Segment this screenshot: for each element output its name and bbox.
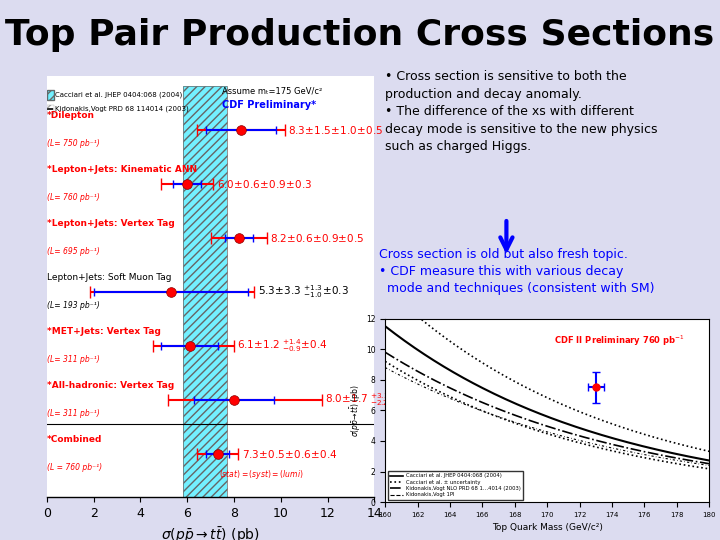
Bar (183, 86, 227, 497)
Text: $(stat) = (syst) = (lumi)$: $(stat) = (syst) = (lumi)$ (219, 468, 303, 481)
Text: *All-hadronic: Vertex Tag: *All-hadronic: Vertex Tag (47, 381, 174, 390)
Text: (L= 695 pb⁻¹): (L= 695 pb⁻¹) (47, 247, 99, 256)
Text: $8.2\!\pm\!0.6\!\pm\!0.9\!\pm\!0.5$: $8.2\!\pm\!0.6\!\pm\!0.9\!\pm\!0.5$ (270, 232, 365, 244)
Text: *Lepton+Jets: Kinematic ANN: *Lepton+Jets: Kinematic ANN (47, 165, 197, 174)
Text: CDF Preliminary*: CDF Preliminary* (222, 100, 316, 110)
Text: *MET+Jets: Vertex Tag: *MET+Jets: Vertex Tag (47, 327, 161, 336)
Text: CDF II Preliminary 760 pb$^{-1}$: CDF II Preliminary 760 pb$^{-1}$ (554, 333, 685, 348)
Text: $8.0\!\pm\!1.7\ ^{+3.3}_{-2.2}\!\pm\!0.5$: $8.0\!\pm\!1.7\ ^{+3.3}_{-2.2}\!\pm\!0.5… (325, 391, 415, 408)
Text: • Cross section is sensitive to both the
production and decay anomaly.
• The dif: • Cross section is sensitive to both the… (385, 70, 657, 153)
Text: $5.3\!\pm\!3.3\ ^{+1.3}_{-1.0}\!\pm\!0.3$: $5.3\!\pm\!3.3\ ^{+1.3}_{-1.0}\!\pm\!0.3… (258, 283, 348, 300)
Text: *Lepton+Jets: Vertex Tag: *Lepton+Jets: Vertex Tag (47, 219, 174, 228)
X-axis label: Top Quark Mass (GeV/c²): Top Quark Mass (GeV/c²) (492, 523, 603, 532)
Text: *Combined: *Combined (47, 435, 102, 444)
Text: (L= 760 pb⁻¹): (L= 760 pb⁻¹) (47, 193, 99, 202)
X-axis label: $\sigma(p\bar{p} \rightarrow t\bar{t})\ \mathrm{(pb)}$: $\sigma(p\bar{p} \rightarrow t\bar{t})\ … (161, 525, 260, 540)
Text: Lepton+Jets: Soft Muon Tag: Lepton+Jets: Soft Muon Tag (47, 273, 171, 282)
Text: *Dilepton: *Dilepton (47, 111, 95, 120)
Text: (L= 311 pb⁻¹): (L= 311 pb⁻¹) (47, 409, 99, 418)
Bar (183, 86, 227, 497)
Text: (L= 193 pb⁻¹): (L= 193 pb⁻¹) (47, 301, 99, 310)
Text: $7.3\!\pm\!0.5\!\pm\!0.6\!\pm\!0.4$: $7.3\!\pm\!0.5\!\pm\!0.6\!\pm\!0.4$ (242, 448, 337, 460)
Text: (L= 750 pb⁻¹): (L= 750 pb⁻¹) (47, 139, 99, 148)
Text: Assume mₜ=175 GeV/c²: Assume mₜ=175 GeV/c² (222, 86, 323, 95)
Text: (L = 760 pb⁻¹): (L = 760 pb⁻¹) (47, 463, 102, 472)
Text: $6.1\!\pm\!1.2\ ^{+1.4}_{-0.9}\!\pm\!0.4$: $6.1\!\pm\!1.2\ ^{+1.4}_{-0.9}\!\pm\!0.4… (237, 337, 328, 354)
Bar (48, 105, 54, 114)
Y-axis label: $\sigma(p\bar{p}\!\rightarrow\!t\bar{t})$ (pb): $\sigma(p\bar{p}\!\rightarrow\!t\bar{t})… (348, 384, 363, 437)
Text: $8.3\!\pm\!1.5\!\pm\!1.0\!\pm\!0.5$: $8.3\!\pm\!1.5\!\pm\!1.0\!\pm\!0.5$ (288, 124, 384, 136)
Text: Kidonakis,Vogt PRD 68 114014 (2003): Kidonakis,Vogt PRD 68 114014 (2003) (55, 106, 189, 112)
FancyBboxPatch shape (48, 90, 54, 100)
Text: Cacciari et al. JHEP 0404:068 (2004): Cacciari et al. JHEP 0404:068 (2004) (55, 92, 182, 98)
Text: Cross section is old but also fresh topic.
• CDF measure this with various decay: Cross section is old but also fresh topi… (379, 248, 655, 295)
Text: $6.0\!\pm\!0.6\!\pm\!0.9\!\pm\!0.3$: $6.0\!\pm\!0.6\!\pm\!0.9\!\pm\!0.3$ (217, 178, 312, 190)
Text: (L= 311 pb⁻¹): (L= 311 pb⁻¹) (47, 355, 99, 364)
Legend: Cacciari et al. JHEP 0404:068 (2004), Cacciari et al. ± uncertainty, Kidonakis,V: Cacciari et al. JHEP 0404:068 (2004), Ca… (388, 471, 523, 500)
Text: Top Pair Production Cross Sections: Top Pair Production Cross Sections (5, 18, 715, 52)
